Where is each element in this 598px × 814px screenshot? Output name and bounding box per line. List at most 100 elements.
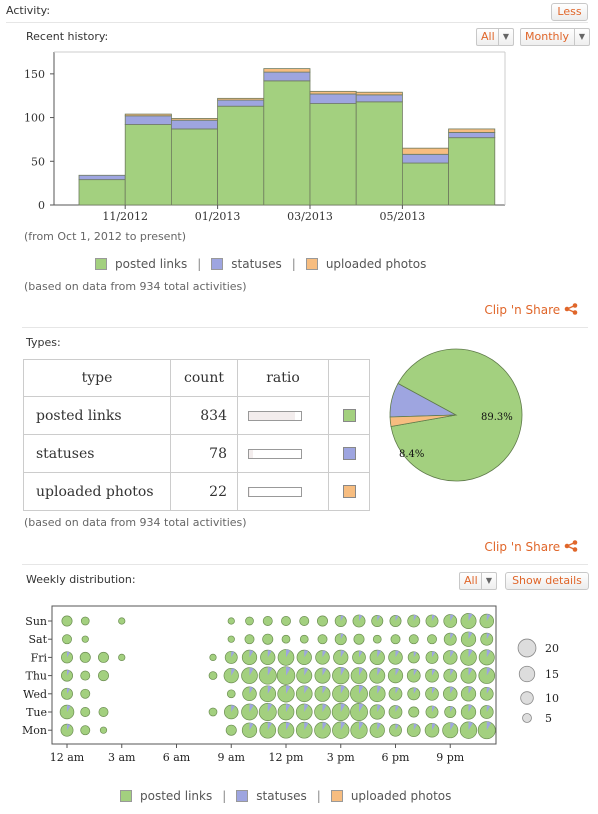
bubble-wedge [267, 722, 272, 731]
x-tick-label: 12 am [50, 751, 85, 764]
x-tick-label: 11/2012 [102, 210, 148, 223]
bubble-wedge [231, 651, 235, 658]
color-swatch-photos [342, 485, 356, 498]
x-tick-label: 9 pm [436, 751, 465, 764]
types-header-row: type count ratio [23, 359, 370, 397]
history-filter-select[interactable]: All ▼ [476, 28, 514, 46]
bubble [61, 615, 73, 627]
x-tick-label: 3 pm [327, 751, 356, 764]
x-tick-label: 03/2013 [287, 210, 333, 223]
clip-share-link[interactable]: Clip 'n Share [484, 540, 578, 554]
bubble-wedge [395, 668, 400, 676]
weekly-filter-select[interactable]: All ▼ [459, 572, 497, 590]
bubble [295, 721, 313, 739]
type-cell: posted links [23, 396, 171, 435]
bubble-wedge [450, 686, 454, 694]
legend-separator: | [316, 789, 321, 803]
bubble-wedge [377, 615, 381, 621]
bubble [208, 671, 218, 680]
bubble-wedge [413, 687, 417, 694]
bubble-wedge [486, 687, 491, 694]
bubble-wedge [249, 686, 254, 694]
bubble-wedge [304, 667, 309, 676]
bubble [372, 634, 382, 644]
size-legend-label: 15 [545, 668, 559, 681]
bubble [80, 688, 91, 699]
y-tick-label: Tue [26, 706, 47, 719]
color-cell [328, 472, 370, 511]
bubble-wedge [304, 704, 309, 712]
divider [22, 564, 588, 565]
pie-label: 89.3% [481, 412, 513, 423]
x-tick-label: 12 pm [269, 751, 305, 764]
bubble-wedge [468, 686, 473, 694]
bar-segment [401, 153, 449, 164]
legend-photos: uploaded photos [350, 789, 452, 803]
bubble [350, 721, 368, 739]
count-cell: 834 [170, 396, 238, 435]
bubble-wedge [395, 687, 399, 694]
y-tick-label: 50 [31, 155, 45, 168]
bubble-wedge [450, 614, 454, 621]
bubble-wedge [486, 649, 491, 658]
color-swatch-statuses [342, 447, 356, 460]
weekly-filter-value: All [464, 574, 478, 587]
legend-statuses: statuses [256, 789, 307, 803]
y-tick-label: Wed [23, 688, 47, 701]
bubble-wedge [67, 669, 70, 676]
count-cell: 78 [170, 434, 238, 473]
bubble [98, 670, 109, 682]
clip-share-link[interactable]: Clip 'n Share [484, 303, 578, 317]
bubble-wedge [359, 667, 364, 676]
show-details-button[interactable]: Show details [505, 572, 589, 590]
bubble-wedge [231, 705, 235, 712]
bar-segment [309, 90, 357, 95]
bubble [224, 650, 238, 664]
types-table: type count ratio posted links 834 status… [23, 359, 370, 511]
ratio-bar [248, 486, 302, 497]
ratio-fill [249, 487, 251, 496]
bubble-wedge [395, 615, 399, 621]
bubble-wedge [67, 724, 71, 731]
bubble [480, 632, 494, 646]
bubble [262, 616, 273, 626]
bubble [118, 653, 126, 662]
bar-segment [401, 162, 449, 206]
history-bar-chart: 0 50 100 150 11/2012 01/2013 03/2013 05/2013 [24, 51, 506, 223]
bubble-wedge [359, 614, 363, 621]
bubble [81, 635, 89, 643]
bubble [406, 723, 421, 738]
bubble [352, 650, 366, 665]
bubble [244, 634, 255, 645]
types-label: Types: [26, 336, 61, 349]
history-period-value: Monthly [525, 30, 570, 43]
bubble-wedge [340, 703, 346, 712]
bubble-wedge [286, 722, 291, 731]
divider [6, 22, 588, 23]
x-tick-label: 6 pm [382, 751, 411, 764]
bubble [299, 616, 310, 626]
bar-segment [217, 99, 265, 107]
bubble-wedge [413, 614, 417, 621]
bar-segment [355, 94, 403, 103]
color-cell [328, 434, 370, 473]
bar-segment [124, 124, 172, 206]
bubble-wedge [468, 721, 473, 731]
legend-statuses: statuses [231, 257, 282, 271]
weekly-bubble-chart: Sun Sat Fri Thu Wed Tue Mon 12 am 3 am 6 am 9 am 12… [22, 605, 559, 764]
chevron-down-icon: ▼ [481, 573, 496, 589]
bubble [245, 616, 254, 626]
bubble-wedge [286, 649, 291, 658]
less-button[interactable]: Less [551, 3, 588, 21]
bubble [227, 617, 235, 625]
x-tick-label: 6 am [163, 751, 191, 764]
bar-segment [170, 118, 218, 121]
bubble [80, 707, 91, 717]
bubble-wedge [486, 633, 490, 640]
bubble-wedge [468, 704, 473, 712]
bubble-wedge [249, 667, 254, 676]
bubble-wedge [249, 704, 254, 712]
history-period-select[interactable]: Monthly ▼ [520, 28, 590, 46]
clip-share-label: Clip 'n Share [484, 540, 561, 554]
legend-separator: | [197, 257, 202, 271]
